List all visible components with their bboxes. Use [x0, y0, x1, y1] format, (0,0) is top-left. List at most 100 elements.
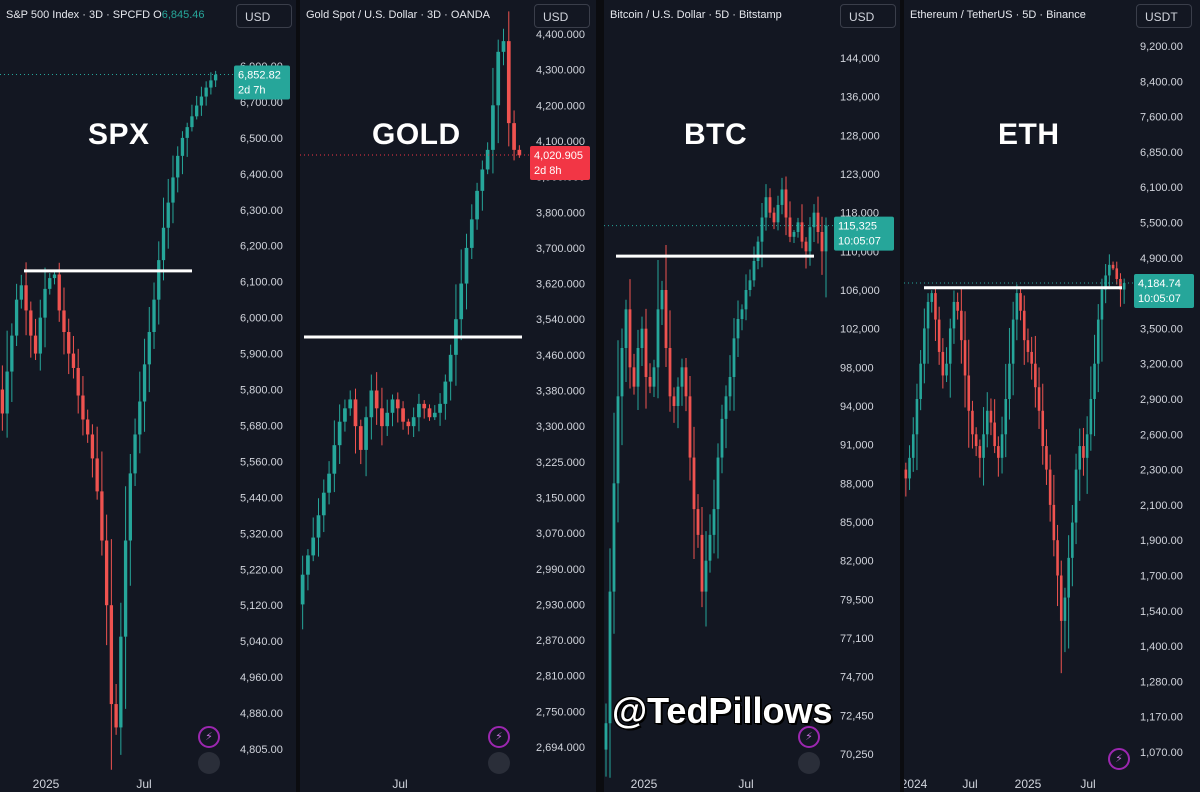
candle-body: [680, 367, 684, 387]
circle-icon[interactable]: [198, 752, 220, 774]
candle-body: [696, 509, 700, 535]
candle: [1078, 428, 1082, 501]
candle: [716, 443, 720, 559]
candle: [353, 388, 358, 454]
candle: [204, 81, 208, 106]
chart-svg-btc[interactable]: 144,000136,000128,000123,000118,000110,0…: [604, 0, 900, 792]
price-tag-countdown: 2d 8h: [534, 165, 562, 177]
candle-body: [1063, 597, 1067, 621]
candle: [161, 197, 166, 281]
y-tick-label: 5,040.00: [240, 636, 283, 648]
candle: [1026, 328, 1030, 363]
candle-body: [300, 574, 305, 605]
candle-body: [1078, 446, 1082, 470]
chart-svg-gold[interactable]: 4,400.0004,300.0004,200.0004,100.0003,90…: [300, 0, 596, 792]
candle-body: [923, 328, 926, 364]
x-tick-label: Jul: [136, 777, 151, 791]
y-tick-label: 8,400.00: [1140, 76, 1183, 88]
lightning-icon[interactable]: ⚡: [798, 726, 820, 748]
candle-body: [736, 319, 740, 339]
lightning-icon[interactable]: ⚡: [488, 726, 510, 748]
candle: [960, 289, 963, 364]
y-tick-label: 6,100.00: [240, 277, 283, 289]
currency-button[interactable]: USD: [236, 4, 292, 28]
y-tick-label: 2,694.000: [536, 742, 585, 754]
chart-svg-eth[interactable]: 9,200.00 8,400.00 7,600.00 6,850.00 6,100.00…: [904, 0, 1200, 792]
candle: [1008, 327, 1011, 420]
candle: [480, 160, 485, 211]
price-tag-value: 4,020.905: [534, 150, 583, 162]
candle-body: [95, 458, 99, 492]
candle: [636, 329, 640, 411]
candle: [475, 182, 479, 230]
y-tick-label: 88,000: [840, 478, 874, 490]
candle: [427, 404, 432, 421]
lightning-icon[interactable]: ⚡: [1108, 748, 1130, 770]
candle-body: [190, 116, 194, 128]
y-tick-label: 4,880.00: [240, 708, 283, 720]
y-tick-label: 6,000.00: [240, 313, 283, 325]
candle-body: [353, 399, 358, 427]
candle: [166, 178, 170, 249]
currency-button[interactable]: USD: [534, 4, 590, 28]
currency-button[interactable]: USDT: [1136, 4, 1192, 28]
currency-button[interactable]: USD: [840, 4, 896, 28]
candle: [517, 145, 522, 158]
candle: [1011, 301, 1015, 396]
candle-body: [1122, 283, 1126, 290]
chart-svg-spx[interactable]: 6,900.006,700.006,500.006,400.006,300.00…: [0, 0, 296, 792]
chart-panel-spx[interactable]: 6,900.006,700.006,500.006,400.006,300.00…: [0, 0, 296, 792]
candle-body: [1008, 363, 1011, 399]
candle-body: [38, 317, 42, 354]
circle-icon[interactable]: [488, 752, 510, 774]
y-tick-label: 1,070.00: [1140, 747, 1183, 759]
circle-icon[interactable]: [798, 752, 820, 774]
candle: [90, 424, 95, 478]
chart-panel-gold[interactable]: 4,400.0004,300.0004,200.0004,100.0003,90…: [300, 0, 596, 792]
y-tick-label: 4,300.000: [536, 65, 585, 77]
candle: [114, 684, 118, 735]
candle: [816, 196, 820, 244]
candle: [915, 383, 919, 471]
candle-body: [104, 540, 109, 606]
chart-panel-btc[interactable]: 144,000 136,000 128,000 123,000 118,000 110,0…: [604, 0, 900, 792]
candle-body: [752, 261, 756, 281]
candle: [1015, 284, 1019, 341]
candle: [469, 204, 474, 260]
candle: [38, 299, 42, 371]
x-tick-label: 2025: [1015, 777, 1042, 791]
candle-body: [48, 278, 52, 289]
candle-body: [422, 403, 427, 409]
candle-body: [199, 96, 204, 106]
candle: [764, 184, 768, 231]
candle: [10, 323, 14, 402]
candle-body: [800, 222, 804, 242]
candle: [422, 400, 427, 419]
candle-body: [1004, 399, 1008, 435]
y-tick-label: 74,700: [840, 672, 874, 684]
candle: [945, 347, 948, 383]
candle-body: [43, 288, 47, 318]
candle-body: [138, 401, 142, 435]
candle: [33, 318, 38, 360]
candle: [29, 301, 33, 358]
candle-body: [974, 434, 978, 447]
candle: [213, 70, 218, 87]
candle: [1108, 254, 1111, 287]
y-tick-label: 2,810.000: [536, 671, 585, 683]
candle-body: [185, 127, 189, 138]
candle-body: [919, 363, 922, 399]
candle-body: [963, 340, 967, 376]
candle-body: [512, 123, 516, 150]
y-tick-label: 4,400.000: [536, 29, 585, 41]
y-tick-label: 5,220.00: [240, 564, 283, 576]
candle: [1022, 295, 1026, 365]
candle: [52, 271, 57, 285]
lightning-icon[interactable]: ⚡: [198, 726, 220, 748]
x-tick-label: Jul: [392, 777, 407, 791]
y-tick-label: 5,900.00: [240, 349, 283, 361]
chart-panel-eth[interactable]: 9,200.00 8,400.00 7,600.00 6,850.00 6,100.00…: [904, 0, 1200, 792]
y-tick-label: 136,000: [840, 92, 880, 104]
candle: [119, 602, 123, 755]
candle-body: [401, 408, 405, 422]
